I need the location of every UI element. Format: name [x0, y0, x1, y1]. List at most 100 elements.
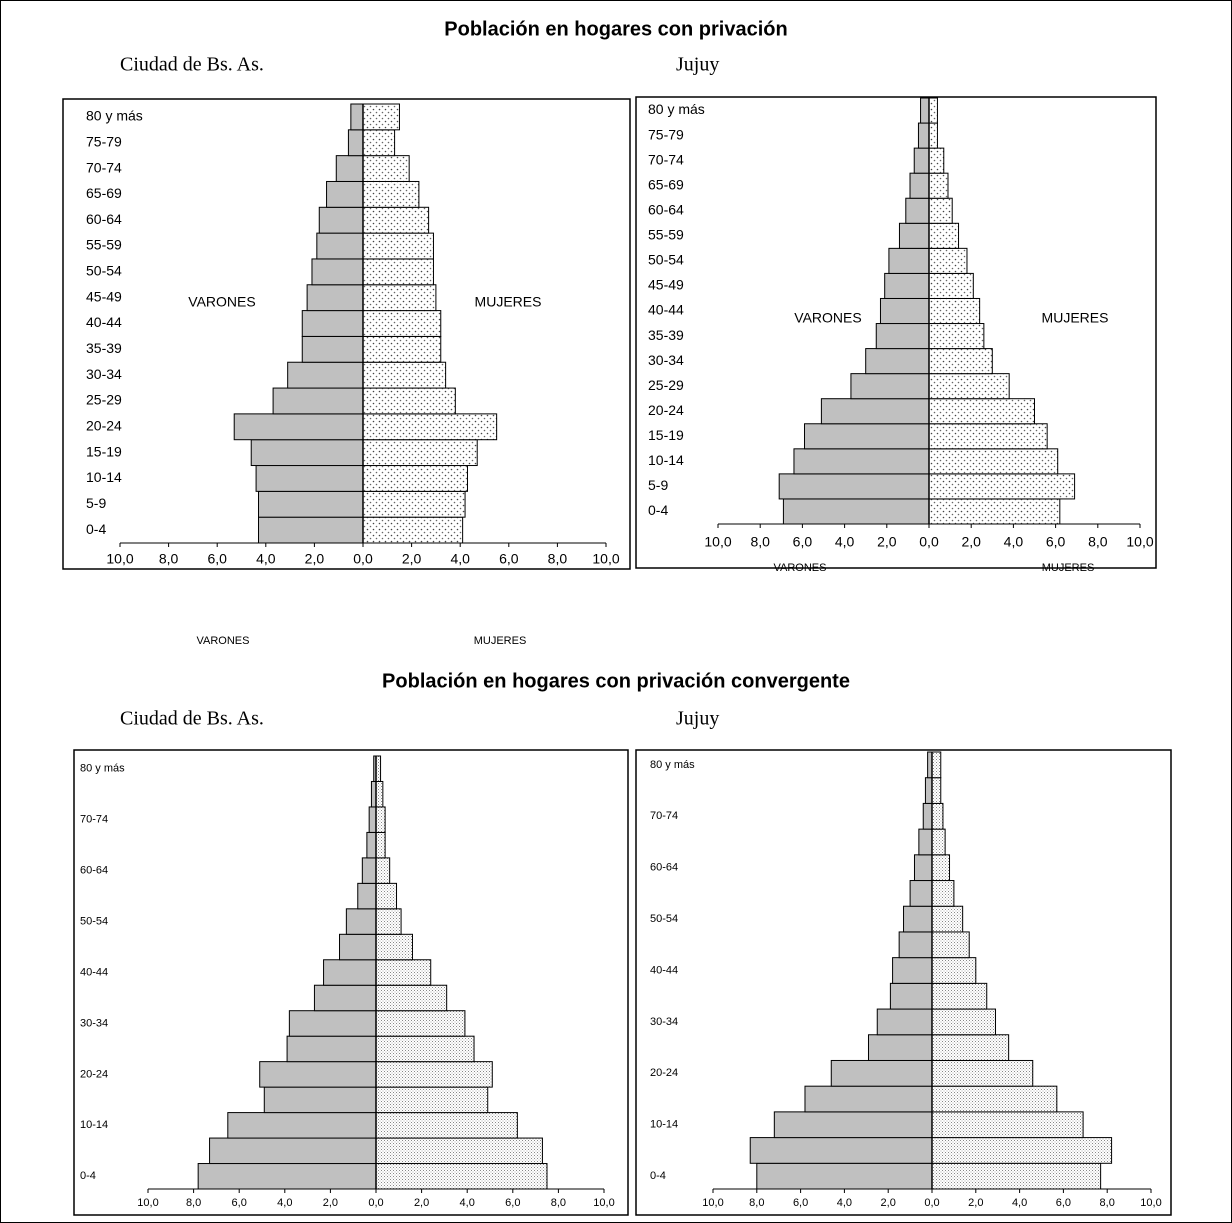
bar [362, 310, 442, 337]
y-tick-label: 35-39 [648, 327, 684, 343]
y-tick-label: 60-64 [650, 862, 678, 874]
bar [375, 1137, 543, 1165]
y-tick-label: 10-14 [650, 1119, 678, 1131]
bar [928, 147, 945, 174]
y-tick-label: 60-64 [80, 865, 108, 877]
x-tick-label: 8,0 [750, 534, 770, 550]
bar [928, 373, 1010, 400]
bar [375, 857, 391, 884]
bar [917, 122, 930, 149]
bar [931, 880, 955, 907]
bar [773, 1111, 933, 1139]
y-tick-label: 80 y más [650, 759, 695, 771]
x-tick-label: 4,0 [450, 551, 470, 567]
bar [931, 1034, 1010, 1061]
bar [928, 172, 949, 199]
bar [918, 828, 933, 856]
x-tick-label: 2,0 [402, 551, 422, 567]
y-tick-label: 5-9 [86, 495, 106, 511]
section-heading: Población en hogares con privación conve… [382, 670, 850, 692]
bar [913, 854, 933, 882]
bar [928, 498, 1061, 525]
bar [301, 335, 364, 363]
bar [288, 1010, 377, 1037]
bar [287, 361, 364, 389]
bar [905, 197, 930, 224]
bar [928, 197, 953, 224]
x-tick-label: 6,0 [793, 1197, 808, 1209]
y-tick-label: 35-39 [86, 340, 122, 356]
y-tick-label: 60-64 [648, 201, 684, 217]
bar [931, 828, 946, 856]
x-tick-label: 2,0 [968, 1197, 983, 1209]
y-tick-label: 70-74 [80, 814, 108, 826]
bar [263, 1086, 377, 1114]
bar [362, 413, 498, 441]
bar [323, 959, 377, 986]
x-tick-label: 6,0 [505, 1197, 520, 1209]
bar [913, 147, 930, 174]
bar [931, 1111, 1084, 1139]
bar [361, 857, 377, 884]
x-tick-label: 6,0 [207, 551, 227, 567]
y-tick-label: 75-79 [86, 133, 122, 149]
x-tick-label: 4,0 [460, 1197, 475, 1209]
x-tick-label: 4,0 [1012, 1197, 1027, 1209]
chart-frame [73, 749, 629, 1216]
bar [804, 1085, 933, 1113]
bar [366, 831, 377, 859]
bar [362, 284, 437, 312]
y-tick-label: 30-34 [86, 366, 122, 382]
bar [375, 831, 386, 859]
bar [928, 122, 938, 149]
x-tick-label: 10,0 [106, 551, 133, 567]
y-tick-label: 65-69 [86, 185, 122, 201]
bar [362, 361, 447, 389]
y-tick-label: 30-34 [650, 1016, 678, 1028]
bar [892, 957, 933, 984]
legend-label: VARONES [774, 562, 827, 574]
bar [233, 413, 364, 441]
y-tick-label: 70-74 [648, 151, 684, 167]
bar [375, 1061, 493, 1088]
bar [362, 465, 468, 492]
bar [375, 806, 386, 833]
y-tick-label: 80 y más [648, 101, 705, 117]
bar [928, 448, 1059, 475]
bar [362, 335, 442, 363]
bar [931, 1008, 997, 1036]
x-tick-label: 8,0 [186, 1197, 201, 1209]
x-tick-label: 10,0 [137, 1197, 158, 1209]
bar [375, 882, 398, 910]
y-tick-label: 25-29 [86, 392, 122, 408]
bar [889, 982, 933, 1010]
bar [375, 1035, 475, 1063]
bar [347, 129, 364, 157]
bar [928, 247, 968, 274]
bar [362, 129, 396, 157]
y-tick-label: 50-54 [86, 263, 122, 279]
bar [313, 984, 377, 1012]
legend-label: MUJERES [1042, 310, 1109, 326]
y-tick-label: 0-4 [80, 1170, 96, 1182]
bar [375, 1112, 518, 1139]
y-tick-label: 70-74 [650, 810, 678, 822]
y-tick-label: 75-79 [648, 126, 684, 142]
bar [197, 1163, 377, 1190]
chart-subtitle: Jujuy [676, 708, 719, 730]
bar [928, 398, 1035, 425]
legend-label: VARONES [188, 294, 255, 310]
y-tick-label: 55-59 [648, 227, 684, 243]
x-tick-label: 6,0 [793, 534, 813, 550]
bar [928, 423, 1048, 450]
bar [375, 1163, 548, 1190]
bar [865, 348, 930, 375]
x-tick-label: 0,0 [919, 534, 939, 550]
y-tick-label: 15-19 [86, 443, 122, 459]
legend-label: MUJERES [1042, 562, 1095, 574]
bar [931, 1085, 1058, 1113]
bar [879, 297, 930, 325]
bar [362, 387, 456, 415]
x-tick-label: 8,0 [1088, 534, 1108, 550]
bar [362, 180, 420, 208]
